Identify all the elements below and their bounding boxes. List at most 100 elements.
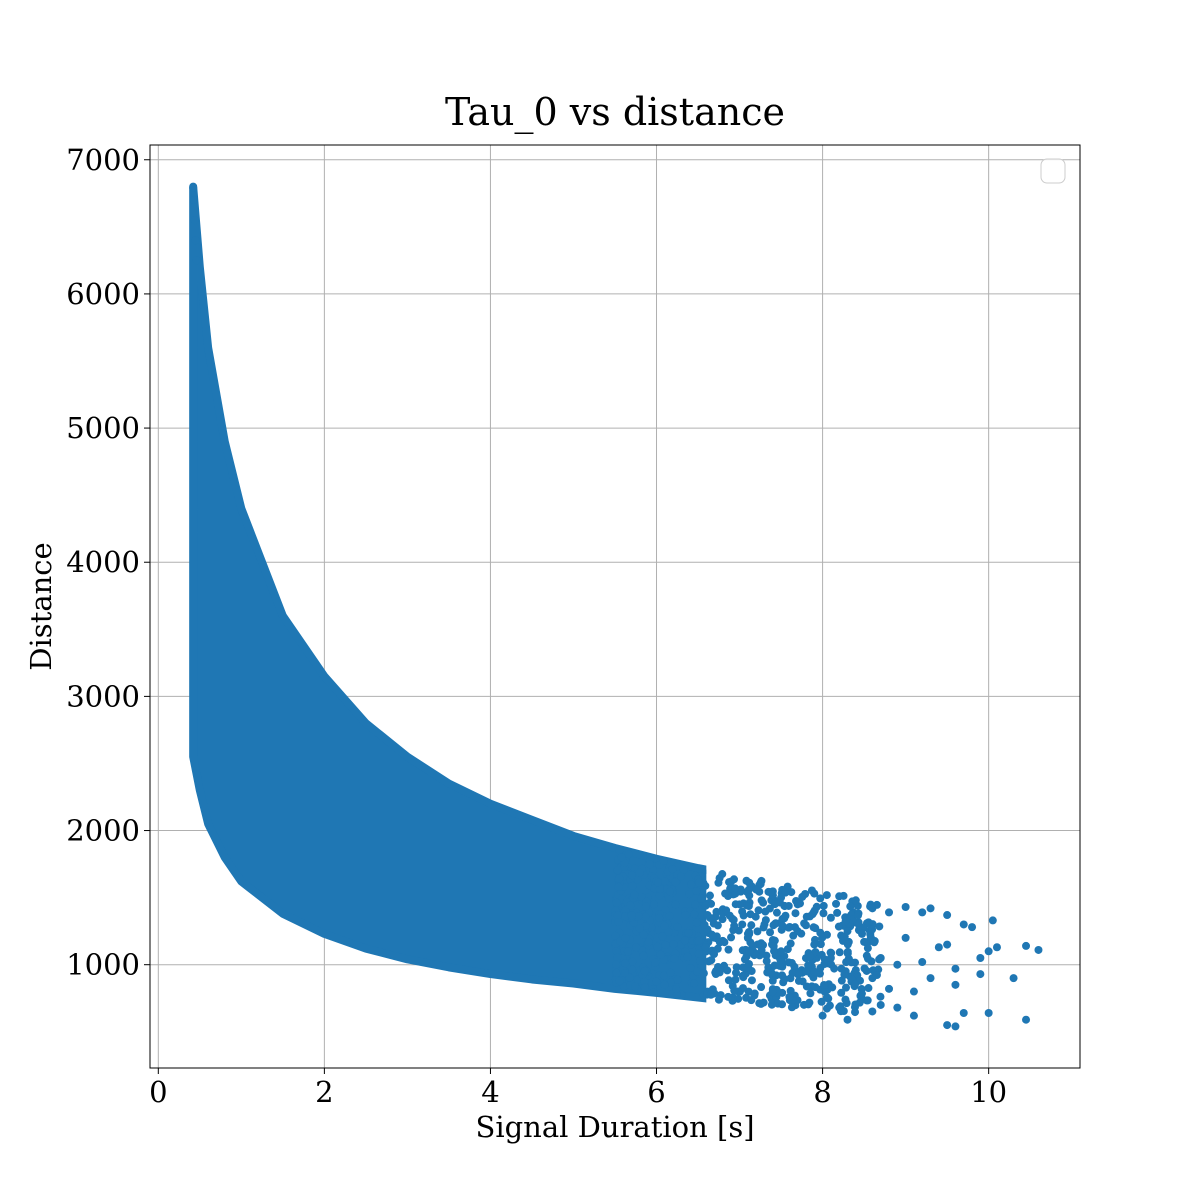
scatter-point: [731, 975, 740, 984]
scatter-point: [934, 943, 943, 952]
scatter-point: [819, 909, 828, 918]
scatter-point: [787, 1003, 796, 1012]
scatter-point: [666, 968, 675, 977]
scatter-point: [731, 884, 740, 893]
scatter-point: [951, 1022, 960, 1031]
scatter-point: [811, 948, 820, 957]
scatter-point: [612, 960, 621, 969]
scatter-point: [747, 976, 756, 985]
scatter-point: [863, 944, 872, 953]
scatter-point: [669, 940, 678, 949]
scatter-point: [639, 930, 648, 939]
scatter-point: [810, 967, 819, 976]
scatter-point: [772, 908, 781, 917]
scatter-point: [784, 901, 793, 910]
scatter-point: [685, 890, 694, 899]
scatter-point: [875, 922, 884, 931]
scatter-point: [816, 940, 825, 949]
scatter-point: [752, 885, 761, 894]
y-tick-label: 3000: [66, 679, 140, 713]
scatter-point: [760, 920, 769, 929]
scatter-point: [699, 969, 708, 978]
scatter-point: [641, 902, 650, 911]
scatter-point: [735, 900, 744, 909]
scatter-point: [868, 1007, 877, 1016]
scatter-point: [784, 958, 793, 967]
scatter-points: [189, 182, 1043, 1031]
scatter-point: [621, 912, 630, 921]
scatter-point: [705, 891, 714, 900]
scatter-point: [645, 860, 654, 869]
scatter-point: [784, 923, 793, 932]
scatter-point: [695, 957, 704, 966]
scatter-point: [860, 964, 869, 973]
scatter-point: [868, 904, 877, 913]
scatter-point: [826, 953, 835, 962]
scatter-point: [692, 886, 701, 895]
scatter-point: [730, 986, 739, 995]
scatter-point: [621, 934, 630, 943]
scatter-point: [837, 988, 846, 997]
scatter-point: [615, 977, 624, 986]
scatter-point: [661, 906, 670, 915]
scatter-point: [835, 948, 844, 957]
scatter-point: [768, 988, 777, 997]
scatter-point: [671, 900, 680, 909]
scatter-point: [192, 256, 201, 265]
scatter-point: [671, 878, 680, 887]
scatter-point: [842, 983, 851, 992]
scatter-point: [805, 952, 814, 961]
scatter-point: [857, 989, 866, 998]
scatter-point: [655, 891, 664, 900]
scatter-point: [876, 1000, 885, 1009]
scatter-point: [769, 970, 778, 979]
scatter-point: [778, 921, 787, 930]
scatter-point: [738, 907, 747, 916]
scatter-point: [190, 216, 199, 225]
scatter-point: [801, 967, 810, 976]
scatter-point: [613, 866, 622, 875]
scatter-point: [918, 958, 927, 967]
scatter-point: [761, 907, 770, 916]
scatter-point: [793, 927, 802, 936]
scatter-point: [802, 912, 811, 921]
scatter-point: [762, 957, 771, 966]
scatter-point: [809, 923, 818, 932]
scatter-point: [615, 874, 624, 883]
y-tick-label: 1000: [66, 948, 140, 982]
scatter-point: [624, 850, 633, 859]
scatter-point: [842, 958, 851, 967]
scatter-point: [817, 997, 826, 1006]
scatter-point: [777, 893, 786, 902]
scatter-point: [943, 1021, 952, 1030]
scatter-point: [633, 875, 642, 884]
scatter-point: [677, 872, 686, 881]
scatter-point: [654, 878, 663, 887]
scatter-point: [843, 927, 852, 936]
scatter-point: [727, 933, 736, 942]
scatter-point: [820, 980, 829, 989]
scatter-point: [744, 885, 753, 894]
scatter-point: [745, 947, 754, 956]
scatter-point: [732, 963, 741, 972]
scatter-point: [801, 921, 810, 930]
scatter-point: [893, 1003, 902, 1012]
scatter-point: [728, 914, 737, 923]
scatter-point: [692, 918, 701, 927]
scatter-point: [739, 973, 748, 982]
scatter-point: [679, 865, 688, 874]
scatter-point: [614, 882, 623, 891]
scatter-point: [901, 903, 910, 912]
scatter-point: [650, 900, 659, 909]
scatter-point: [841, 917, 850, 926]
scatter-point: [835, 1003, 844, 1012]
scatter-point: [851, 896, 860, 905]
scatter-point: [804, 1000, 813, 1009]
scatter-point: [631, 982, 640, 991]
scatter-point: [786, 986, 795, 995]
scatter-point: [785, 992, 794, 1001]
scatter-point: [1009, 974, 1018, 983]
scatter-point: [660, 921, 669, 930]
scatter-point: [810, 940, 819, 949]
